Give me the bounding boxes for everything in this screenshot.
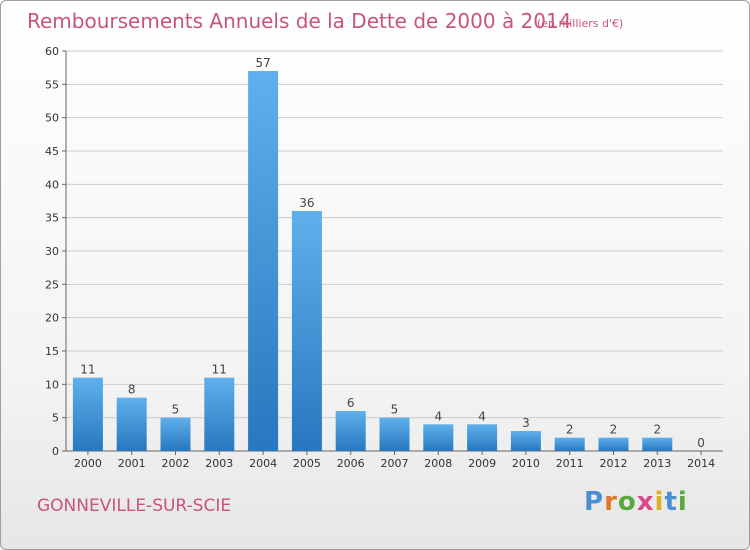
y-tick-label: 40 bbox=[45, 178, 59, 191]
place-name: GONNEVILLE-SUR-SCIE bbox=[37, 496, 232, 516]
data-label: 6 bbox=[347, 396, 355, 410]
y-tick-label: 10 bbox=[45, 378, 59, 391]
bar bbox=[467, 424, 498, 451]
proxiti-logo: Proxiti bbox=[584, 487, 688, 517]
y-tick-label: 35 bbox=[45, 212, 59, 225]
bar bbox=[598, 437, 629, 451]
x-tick-label: 2005 bbox=[293, 457, 321, 470]
x-tick-label: 2006 bbox=[337, 457, 365, 470]
bar bbox=[642, 437, 673, 451]
x-tick-label: 2002 bbox=[162, 457, 190, 470]
x-tick-label: 2008 bbox=[424, 457, 452, 470]
x-tick-label: 2013 bbox=[643, 457, 671, 470]
x-tick-label: 2014 bbox=[687, 457, 715, 470]
data-label: 2 bbox=[653, 423, 661, 437]
data-label: 36 bbox=[299, 196, 314, 210]
data-label: 5 bbox=[172, 403, 180, 417]
x-tick-label: 2010 bbox=[512, 457, 540, 470]
x-tick-label: 2011 bbox=[556, 457, 584, 470]
y-tick-label: 45 bbox=[45, 145, 59, 158]
data-label: 11 bbox=[212, 363, 227, 377]
y-tick-label: 55 bbox=[45, 78, 59, 91]
y-tick-label: 25 bbox=[45, 278, 59, 291]
y-tick-label: 15 bbox=[45, 345, 59, 358]
x-tick-label: 2007 bbox=[381, 457, 409, 470]
x-tick-labels: 2000 2001 2002 2003 2004 2005 2006 2007 2008 2009… bbox=[74, 457, 715, 470]
bar bbox=[554, 437, 585, 451]
data-label: 8 bbox=[128, 383, 136, 397]
bar bbox=[248, 71, 279, 451]
bar bbox=[116, 397, 147, 451]
y-tick-label: 0 bbox=[52, 445, 59, 458]
logo-letter: P bbox=[584, 487, 605, 517]
bar bbox=[291, 211, 322, 451]
data-label: 4 bbox=[434, 409, 442, 423]
x-tick-label: 2003 bbox=[205, 457, 233, 470]
data-labels: 11 8 5 11 57 36 6 5 4 4 3 2 2 2 0 bbox=[80, 56, 705, 450]
bar bbox=[72, 377, 103, 451]
logo-letter: x bbox=[636, 487, 655, 517]
logo-letter: t bbox=[664, 487, 678, 517]
y-tick-label: 5 bbox=[52, 412, 59, 425]
y-tick-labels: 0 5 10 15 20 25 30 35 40 45 50 55 60 bbox=[45, 45, 59, 458]
logo-letter: o bbox=[617, 487, 637, 517]
y-tick-label: 50 bbox=[45, 112, 59, 125]
y-tick-label: 20 bbox=[45, 312, 59, 325]
chart-unit-subtitle: (en milliers d'€) bbox=[537, 17, 624, 30]
bar bbox=[423, 424, 454, 451]
data-label: 2 bbox=[610, 423, 618, 437]
logo-letter: i bbox=[677, 487, 688, 517]
logo-letter: r bbox=[604, 487, 618, 517]
bar bbox=[335, 411, 366, 451]
x-tick-label: 2004 bbox=[249, 457, 277, 470]
axes bbox=[62, 50, 723, 455]
x-tick-label: 2001 bbox=[118, 457, 146, 470]
data-label: 0 bbox=[697, 436, 705, 450]
y-tick-label: 30 bbox=[45, 245, 59, 258]
data-label: 5 bbox=[391, 403, 399, 417]
x-tick-label: 2000 bbox=[74, 457, 102, 470]
data-label: 4 bbox=[478, 409, 486, 423]
x-tick-label: 2012 bbox=[600, 457, 628, 470]
chart-title: Remboursements Annuels de la Dette de 20… bbox=[27, 9, 572, 33]
data-label: 2 bbox=[566, 423, 574, 437]
grid-lines bbox=[66, 50, 723, 419]
data-label: 11 bbox=[80, 363, 95, 377]
bar bbox=[379, 417, 410, 451]
bars bbox=[72, 71, 673, 451]
x-tick-label: 2009 bbox=[468, 457, 496, 470]
bar bbox=[510, 431, 541, 451]
y-tick-label: 60 bbox=[45, 45, 59, 58]
bar bbox=[160, 417, 191, 451]
bar bbox=[204, 377, 235, 451]
logo-letter: i bbox=[654, 487, 665, 517]
data-label: 57 bbox=[255, 56, 270, 70]
data-label: 3 bbox=[522, 416, 530, 430]
